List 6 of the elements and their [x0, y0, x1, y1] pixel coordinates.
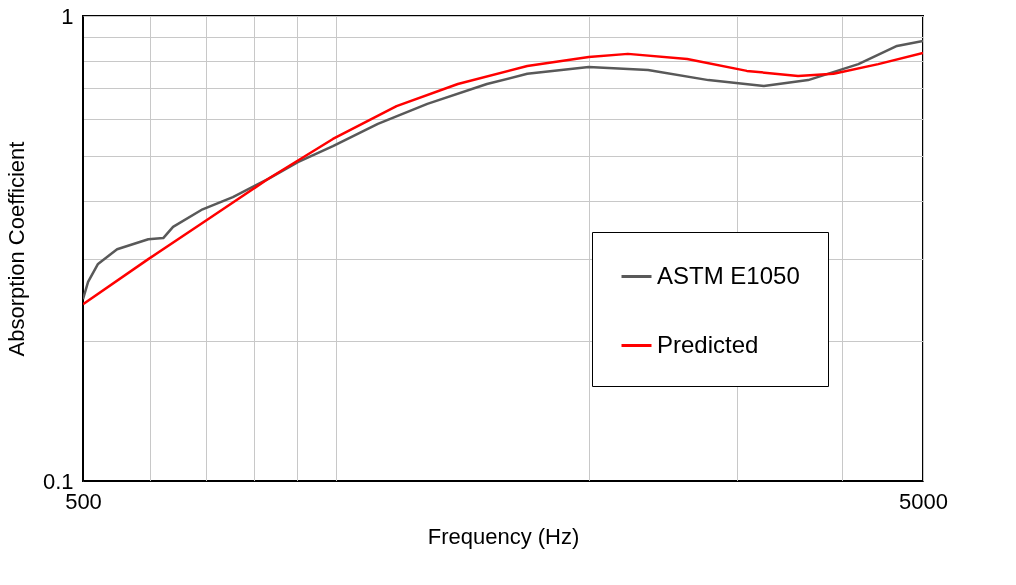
y-tick-label: 1	[61, 3, 74, 29]
x-tick-label: 5000	[899, 488, 948, 514]
legend-label: Predicted	[657, 330, 759, 358]
x-axis-title: Frequency (Hz)	[427, 523, 580, 549]
legend-label: ASTM E1050	[657, 261, 800, 289]
y-axis-title: Absorption Coefficient	[3, 141, 29, 357]
